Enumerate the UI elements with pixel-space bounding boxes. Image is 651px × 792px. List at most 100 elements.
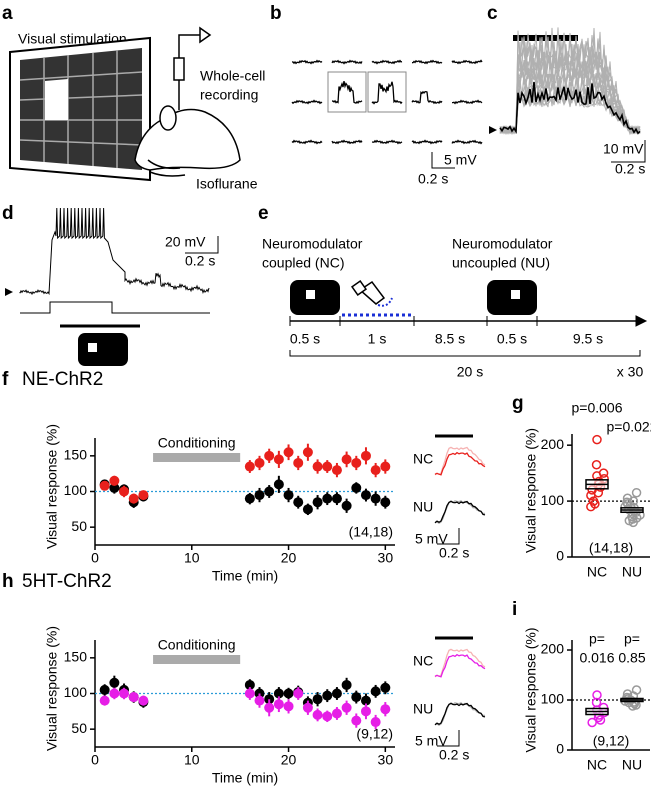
- y-tick-label: 200: [541, 641, 565, 657]
- point: [264, 703, 274, 713]
- point: [371, 465, 381, 475]
- point: [245, 462, 255, 472]
- point: [342, 680, 352, 690]
- y-tick-label: 150: [64, 649, 88, 665]
- scale-label: 0.2 s: [439, 545, 469, 561]
- trace: [332, 141, 362, 144]
- point: [284, 490, 294, 500]
- x-tick-label: 0: [91, 752, 99, 768]
- y-tick-label: 100: [541, 691, 565, 707]
- label: uncoupled (NU): [452, 255, 550, 271]
- duration-label: 0.5 s: [290, 331, 320, 347]
- panel-label: e: [258, 203, 269, 224]
- point: [245, 689, 255, 699]
- scale-label: 0.2 s: [185, 253, 215, 269]
- point: [109, 476, 119, 486]
- stimulus-icon: [88, 343, 97, 352]
- point: [100, 481, 110, 491]
- trace: [372, 61, 402, 64]
- trace: [452, 101, 482, 104]
- point: [293, 497, 303, 507]
- baseline-marker: [5, 288, 13, 296]
- point: [588, 719, 596, 727]
- point: [100, 696, 110, 706]
- highlight-box: [328, 72, 366, 112]
- membrane-trace: [20, 208, 209, 294]
- point: [371, 494, 381, 504]
- point: [332, 465, 342, 475]
- y-tick-label: 50: [71, 720, 87, 736]
- point: [332, 689, 342, 699]
- stimulus-icon: [306, 290, 315, 299]
- monitor-icon: [78, 333, 128, 366]
- point: [100, 685, 110, 695]
- category-label: NU: [622, 564, 642, 580]
- point: [138, 490, 148, 500]
- y-tick-label: 50: [71, 518, 87, 534]
- duration-label: 8.5 s: [435, 331, 465, 347]
- panel-label: f: [2, 369, 9, 390]
- total-label: 20 s: [457, 364, 483, 380]
- x-axis-label: Time (min): [212, 568, 278, 584]
- point: [303, 703, 313, 713]
- stimulus-icon: [511, 290, 520, 299]
- scale-label: 20 mV: [165, 234, 206, 250]
- scale-label: 0.2 s: [615, 161, 645, 177]
- point: [284, 447, 294, 457]
- point: [138, 696, 148, 706]
- point: [274, 479, 284, 489]
- stim-step: [20, 302, 210, 313]
- panel-label: b: [270, 3, 282, 24]
- trace: [292, 141, 322, 144]
- point: [380, 704, 390, 714]
- trace: [332, 81, 362, 103]
- span-label: Conditioning: [158, 435, 236, 451]
- point: [255, 696, 265, 706]
- p-value: p=: [624, 631, 640, 647]
- baseline-marker: [489, 126, 497, 134]
- panel-label: i: [512, 599, 517, 620]
- trial-traces: [500, 27, 640, 134]
- inset-trace: [435, 453, 485, 475]
- annotation: (14,18): [349, 524, 393, 540]
- point: [284, 689, 294, 699]
- point: [109, 689, 119, 699]
- label: Whole-cell: [200, 68, 265, 84]
- y-tick-label: 0: [556, 741, 564, 757]
- point: [322, 691, 332, 701]
- y-tick-label: 100: [64, 684, 88, 700]
- x-tick-label: 30: [378, 550, 394, 566]
- point: [313, 497, 323, 507]
- label: Neuromodulator: [262, 236, 363, 252]
- point: [593, 461, 601, 469]
- category-label: NU: [622, 757, 642, 773]
- duration-label: 1 s: [368, 331, 387, 347]
- label: coupled (NC): [262, 255, 344, 271]
- point: [264, 451, 274, 461]
- point: [361, 490, 371, 500]
- panel-label: h: [2, 571, 14, 592]
- light-icon: [352, 281, 392, 306]
- point: [332, 708, 342, 718]
- point: [129, 494, 139, 504]
- point: [264, 487, 274, 497]
- trace: [412, 61, 442, 64]
- point: [119, 487, 129, 497]
- trace: [412, 141, 442, 144]
- p-value: p=0.022: [607, 419, 651, 435]
- point: [380, 497, 390, 507]
- monitor: [10, 38, 150, 180]
- x-tick-label: 10: [184, 550, 200, 566]
- point: [342, 454, 352, 464]
- y-axis-label: Visual response (%): [44, 424, 60, 549]
- inset-trace: [435, 655, 485, 677]
- point: [351, 716, 361, 726]
- point: [342, 703, 352, 713]
- series-label: NC: [413, 451, 433, 467]
- inset-trace: [435, 501, 485, 523]
- series-label: NU: [413, 701, 433, 717]
- panel-label: a: [2, 3, 13, 24]
- point: [351, 458, 361, 468]
- point: [245, 494, 255, 504]
- span-label: Conditioning: [158, 637, 236, 653]
